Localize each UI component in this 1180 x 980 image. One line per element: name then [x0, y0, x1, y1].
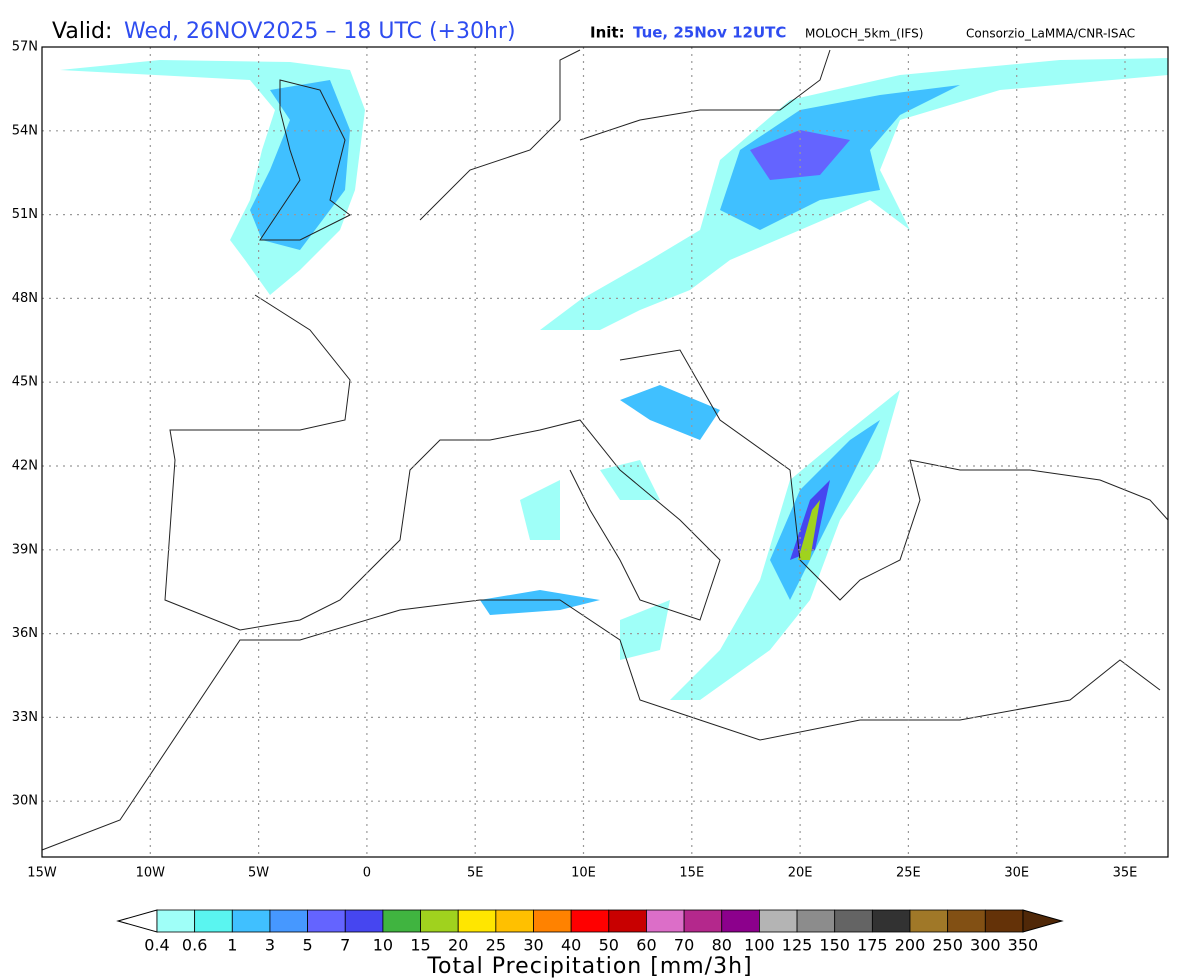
lon-label: 5E: [467, 866, 484, 881]
colorbar-box: [759, 909, 798, 933]
colorbar-box: [420, 909, 459, 933]
lat-label: 30N: [12, 794, 38, 809]
colorbar-label: 50: [599, 936, 619, 955]
lon-label: 15E: [679, 866, 704, 881]
colorbar-title: Total Precipitation [mm/3h]: [426, 954, 752, 979]
lat-label: 33N: [12, 710, 38, 725]
lon-label: 30E: [1004, 866, 1029, 881]
source-name: Consorzio_LaMMA/CNR-ISAC: [966, 27, 1135, 41]
colorbar-under: [116, 909, 158, 933]
colorbar-box: [344, 909, 384, 933]
lat-label: 42N: [12, 459, 38, 474]
colorbar-box: [683, 909, 723, 933]
colorbar-label: 100: [744, 936, 775, 955]
colorbar-label: 0.6: [182, 936, 207, 955]
lon-label: 5W: [248, 866, 269, 881]
colorbar-box: [533, 909, 572, 933]
colorbar-label: 80: [712, 936, 732, 955]
colorbar-box: [269, 909, 309, 933]
colorbar-label: 1: [227, 936, 237, 955]
lon-label: 15W: [27, 866, 57, 881]
colorbar: 0.4 0.6 1 3 5 7 10 15 20 25 30 40 50 60 70 80 100 125 150 1…: [116, 909, 1064, 955]
colorbar-label: 70: [674, 936, 694, 955]
colorbar-box: [871, 909, 911, 933]
lon-label: 0: [363, 866, 371, 881]
lat-label: 54N: [12, 123, 38, 138]
lat-label: 57N: [12, 40, 38, 55]
colorbar-box: [307, 909, 346, 933]
colorbar-box: [156, 909, 196, 933]
grid: [42, 47, 1168, 857]
colorbar-label: 15: [410, 936, 430, 955]
lon-label: 10E: [571, 866, 596, 881]
lat-label: 36N: [12, 626, 38, 641]
colorbar-label: 350: [1008, 936, 1039, 955]
colorbar-label: 30: [523, 936, 543, 955]
colorbar-label: 3: [265, 936, 275, 955]
colorbar-label: 175: [857, 936, 888, 955]
valid-label: Valid:: [52, 19, 112, 44]
lon-label: 10W: [136, 866, 166, 881]
lon-label: 35E: [1113, 866, 1138, 881]
lat-label: 51N: [12, 207, 38, 222]
colorbar-label: 20: [448, 936, 468, 955]
colorbar-box: [646, 909, 685, 933]
map-frame: [41, 46, 1169, 858]
lat-label: 39N: [12, 542, 38, 557]
map: [41, 46, 1169, 858]
colorbar-box: [457, 909, 497, 933]
valid-value: Wed, 26NOV2025 – 18 UTC (+30hr): [124, 19, 516, 44]
colorbar-box: [231, 909, 271, 933]
colorbar-label: 5: [303, 936, 313, 955]
colorbar-box: [721, 909, 760, 933]
precipitation: [60, 58, 1168, 700]
colorbar-box: [834, 909, 873, 933]
init-value: Tue, 25Nov 12UTC: [633, 24, 786, 42]
colorbar-label: 0.4: [144, 936, 169, 955]
colorbar-box: [984, 909, 1024, 933]
colorbar-box: [947, 909, 986, 933]
coastlines: [41, 49, 1169, 851]
colorbar-label: 40: [561, 936, 581, 955]
lon-label: 25E: [896, 866, 921, 881]
colorbar-label: 7: [340, 936, 350, 955]
colorbar-box: [194, 909, 233, 933]
colorbar-label: 150: [819, 936, 850, 955]
colorbar-label: 10: [373, 936, 393, 955]
colorbar-box: [495, 909, 534, 933]
colorbar-label: 125: [782, 936, 813, 955]
init-label: Init:: [590, 24, 625, 42]
colorbar-box: [570, 909, 610, 933]
colorbar-box: [909, 909, 949, 933]
colorbar-label: 60: [636, 936, 656, 955]
colorbar-label: 250: [932, 936, 963, 955]
colorbar-box: [796, 909, 836, 933]
colorbar-label: 200: [895, 936, 926, 955]
colorbar-over: [1022, 909, 1064, 933]
colorbar-label: 25: [486, 936, 506, 955]
lon-label: 20E: [788, 866, 813, 881]
colorbar-box: [382, 909, 421, 933]
model-name: MOLOCH_5km_(IFS): [805, 27, 923, 41]
colorbar-box: [608, 909, 647, 933]
lat-label: 45N: [12, 375, 38, 390]
colorbar-label: 300: [970, 936, 1001, 955]
lat-label: 48N: [12, 291, 38, 306]
